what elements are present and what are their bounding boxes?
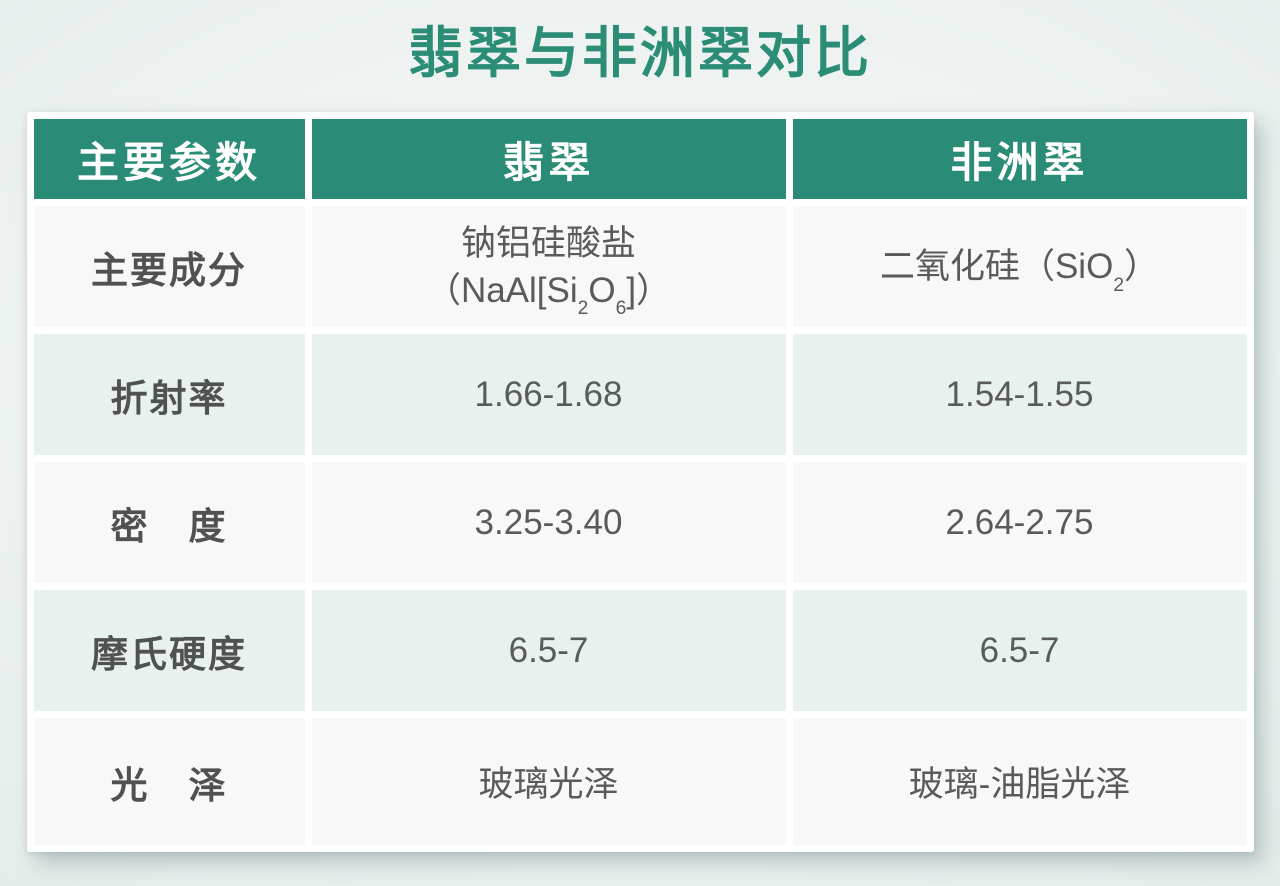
formula-suffix: ） bbox=[1124, 247, 1160, 286]
formula-suffix: ]） bbox=[626, 270, 672, 310]
formula-prefix: 二氧化硅（SiO bbox=[879, 247, 1114, 286]
formula-subscript-2: 2 bbox=[577, 298, 589, 320]
page-title: 翡翠与非洲翠对比 bbox=[407, 22, 872, 84]
param-cell-composition: 主要成分 bbox=[33, 206, 305, 327]
comparison-card: 主要参数 翡翠 非洲翠 主要成分 钠铝硅酸盐 （NaAl[Si2O6]） 二氧化… bbox=[26, 112, 1254, 852]
value-cell-jadeite-density: 3.25-3.40 bbox=[311, 462, 786, 583]
param-cell-density: 密 度 bbox=[33, 462, 305, 583]
value-cell-jadeite-refractive-index: 1.66-1.68 bbox=[311, 334, 786, 455]
composition-name: 钠铝硅酸盐 bbox=[460, 223, 636, 263]
param-cell-refractive-index: 折射率 bbox=[33, 334, 305, 455]
formula-subscript-6: 6 bbox=[615, 298, 627, 320]
composition-formula: （NaAl[Si2O6]） bbox=[425, 267, 672, 319]
composition-formula-african: 二氧化硅（SiO2） bbox=[879, 243, 1160, 295]
comparison-table: 主要参数 翡翠 非洲翠 主要成分 钠铝硅酸盐 （NaAl[Si2O6]） 二氧化… bbox=[33, 119, 1247, 845]
value-cell-jadeite-hardness: 6.5-7 bbox=[311, 590, 786, 711]
value-cell-african-luster: 玻璃-油脂光泽 bbox=[792, 718, 1247, 845]
header-cell-jadeite: 翡翠 bbox=[311, 119, 786, 199]
formula-prefix: （NaAl[Si bbox=[425, 270, 578, 310]
param-cell-hardness: 摩氏硬度 bbox=[33, 590, 305, 711]
formula-mid: O bbox=[588, 270, 616, 310]
value-cell-jadeite-luster: 玻璃光泽 bbox=[311, 718, 786, 845]
value-cell-african-density: 2.64-2.75 bbox=[792, 462, 1247, 583]
value-cell-african-refractive-index: 1.54-1.55 bbox=[792, 334, 1247, 455]
param-cell-luster: 光 泽 bbox=[33, 718, 305, 845]
formula-subscript-2: 2 bbox=[1113, 274, 1125, 296]
header-cell-param: 主要参数 bbox=[33, 119, 305, 199]
value-cell-african-composition: 二氧化硅（SiO2） bbox=[792, 206, 1247, 327]
header-cell-african: 非洲翠 bbox=[792, 119, 1247, 199]
value-cell-african-hardness: 6.5-7 bbox=[792, 590, 1247, 711]
value-cell-jadeite-composition: 钠铝硅酸盐 （NaAl[Si2O6]） bbox=[311, 206, 786, 327]
